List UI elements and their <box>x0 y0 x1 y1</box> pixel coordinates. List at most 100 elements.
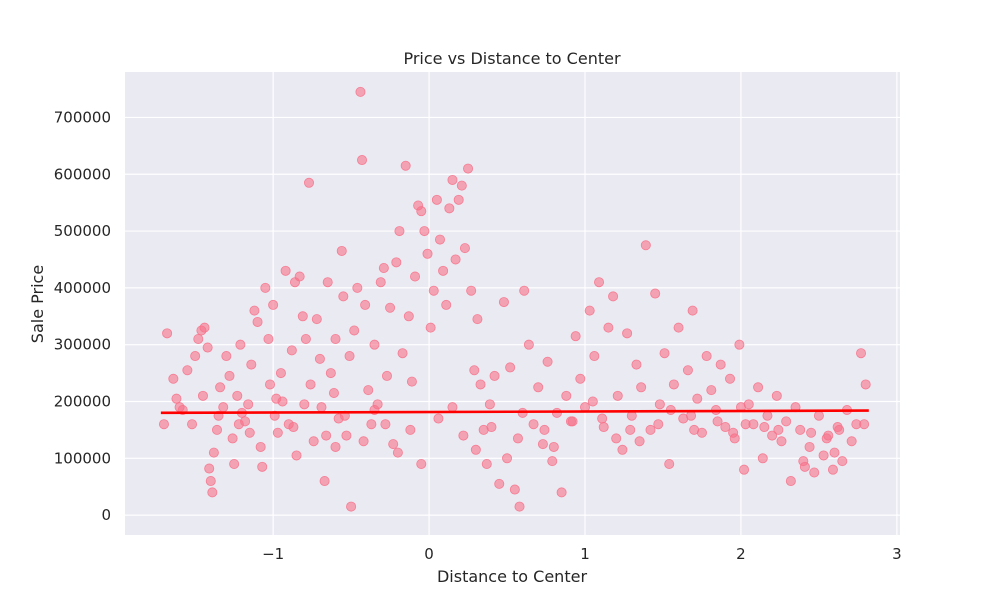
y-tick-label: 500000 <box>54 222 111 240</box>
scatter-point <box>299 399 310 410</box>
scatter-point <box>190 351 201 362</box>
scatter-point <box>297 311 308 322</box>
scatter-point <box>512 433 523 444</box>
scatter-point <box>428 285 439 296</box>
scatter-point <box>798 456 809 467</box>
scatter-point <box>767 430 778 441</box>
scatter-point <box>682 365 693 376</box>
scatter-point <box>319 476 330 487</box>
scatter-point <box>391 257 402 268</box>
scatter-point <box>608 291 619 302</box>
scatter-point <box>208 447 219 458</box>
scatter-point <box>481 458 492 469</box>
scatter-point <box>611 433 622 444</box>
scatter-point <box>561 390 572 401</box>
scatter-point <box>162 328 173 339</box>
scatter-point <box>375 277 386 288</box>
scatter-point <box>505 362 516 373</box>
scatter-point <box>199 322 210 333</box>
scatter-point <box>771 390 782 401</box>
scatter-point <box>654 399 665 410</box>
scatter-point <box>712 416 723 427</box>
scatter-point <box>634 436 645 447</box>
scatter-point <box>834 424 845 435</box>
scatter-point <box>640 240 651 251</box>
scatter-point <box>252 316 263 327</box>
scatter-point <box>232 390 243 401</box>
chart-title: Price vs Distance to Center <box>403 49 620 68</box>
scatter-point <box>338 291 349 302</box>
x-tick-label: −1 <box>262 545 284 563</box>
scatter-point <box>221 351 232 362</box>
scatter-point <box>422 248 433 259</box>
scatter-point <box>378 262 389 273</box>
tick-label-layer: −1 0 1 2 3 0 100000 200000 300000 400000 500000 600… <box>54 108 902 563</box>
scatter-point <box>466 285 477 296</box>
scatter-point <box>369 339 380 350</box>
scatter-point <box>392 447 403 458</box>
scatter-point <box>286 345 297 356</box>
scatter-point <box>304 177 315 188</box>
scatter-point <box>659 348 670 359</box>
scatter-point <box>598 422 609 433</box>
scatter-point <box>570 331 581 342</box>
scatter-point <box>631 359 642 370</box>
scatter-point <box>715 359 726 370</box>
scatter-point <box>349 325 360 336</box>
scatter-point <box>314 353 325 364</box>
scatter-point <box>174 402 185 413</box>
scatter-point <box>859 419 870 430</box>
scatter-point <box>542 356 553 367</box>
scatter-point <box>280 265 291 276</box>
scatter-point <box>275 368 286 379</box>
scatter-point <box>204 463 215 474</box>
scatter-point <box>249 305 260 316</box>
scatter-point <box>686 410 697 421</box>
scatter-point <box>397 348 408 359</box>
scatter-point <box>486 422 497 433</box>
scatter-point <box>235 339 246 350</box>
scatter-point <box>330 334 341 345</box>
scatter-point <box>804 441 815 452</box>
scatter-point <box>328 387 339 398</box>
scatter-point <box>416 458 427 469</box>
scatter-point <box>548 441 559 452</box>
scatter-point <box>458 430 469 441</box>
scatter-point <box>489 370 500 381</box>
scatter-point <box>224 370 235 381</box>
scatter-point <box>673 322 684 333</box>
y-tick-label: 100000 <box>54 449 111 467</box>
scatter-point <box>316 402 327 413</box>
scatter-point <box>271 393 282 404</box>
scatter-point <box>444 203 455 214</box>
scatter-point <box>385 302 396 313</box>
scatter-point <box>806 427 817 438</box>
y-axis-title: Sale Price <box>28 265 47 343</box>
scatter-point <box>366 419 377 430</box>
scatter-point <box>622 328 633 339</box>
scatter-point <box>425 322 436 333</box>
scatter-point <box>434 234 445 245</box>
scatter-point <box>344 351 355 362</box>
scatter-point <box>668 379 679 390</box>
scatter-point <box>781 416 792 427</box>
scatter-point <box>472 314 483 325</box>
scatter-point <box>352 282 363 293</box>
y-tick-label: 600000 <box>54 165 111 183</box>
scatter-point <box>171 393 182 404</box>
scatter-point <box>650 288 661 299</box>
scatter-point <box>687 305 698 316</box>
scatter-point <box>575 373 586 384</box>
scatter-point <box>469 365 480 376</box>
scatter-point <box>265 379 276 390</box>
scatter-point <box>860 379 871 390</box>
scatter-point <box>837 456 848 467</box>
scatter-point <box>193 334 204 345</box>
scatter-point <box>419 226 430 237</box>
scatter-point <box>438 265 449 276</box>
scatter-point <box>484 399 495 410</box>
scatter-point <box>589 351 600 362</box>
scatter-point <box>653 419 664 430</box>
scatter-point <box>257 461 268 472</box>
